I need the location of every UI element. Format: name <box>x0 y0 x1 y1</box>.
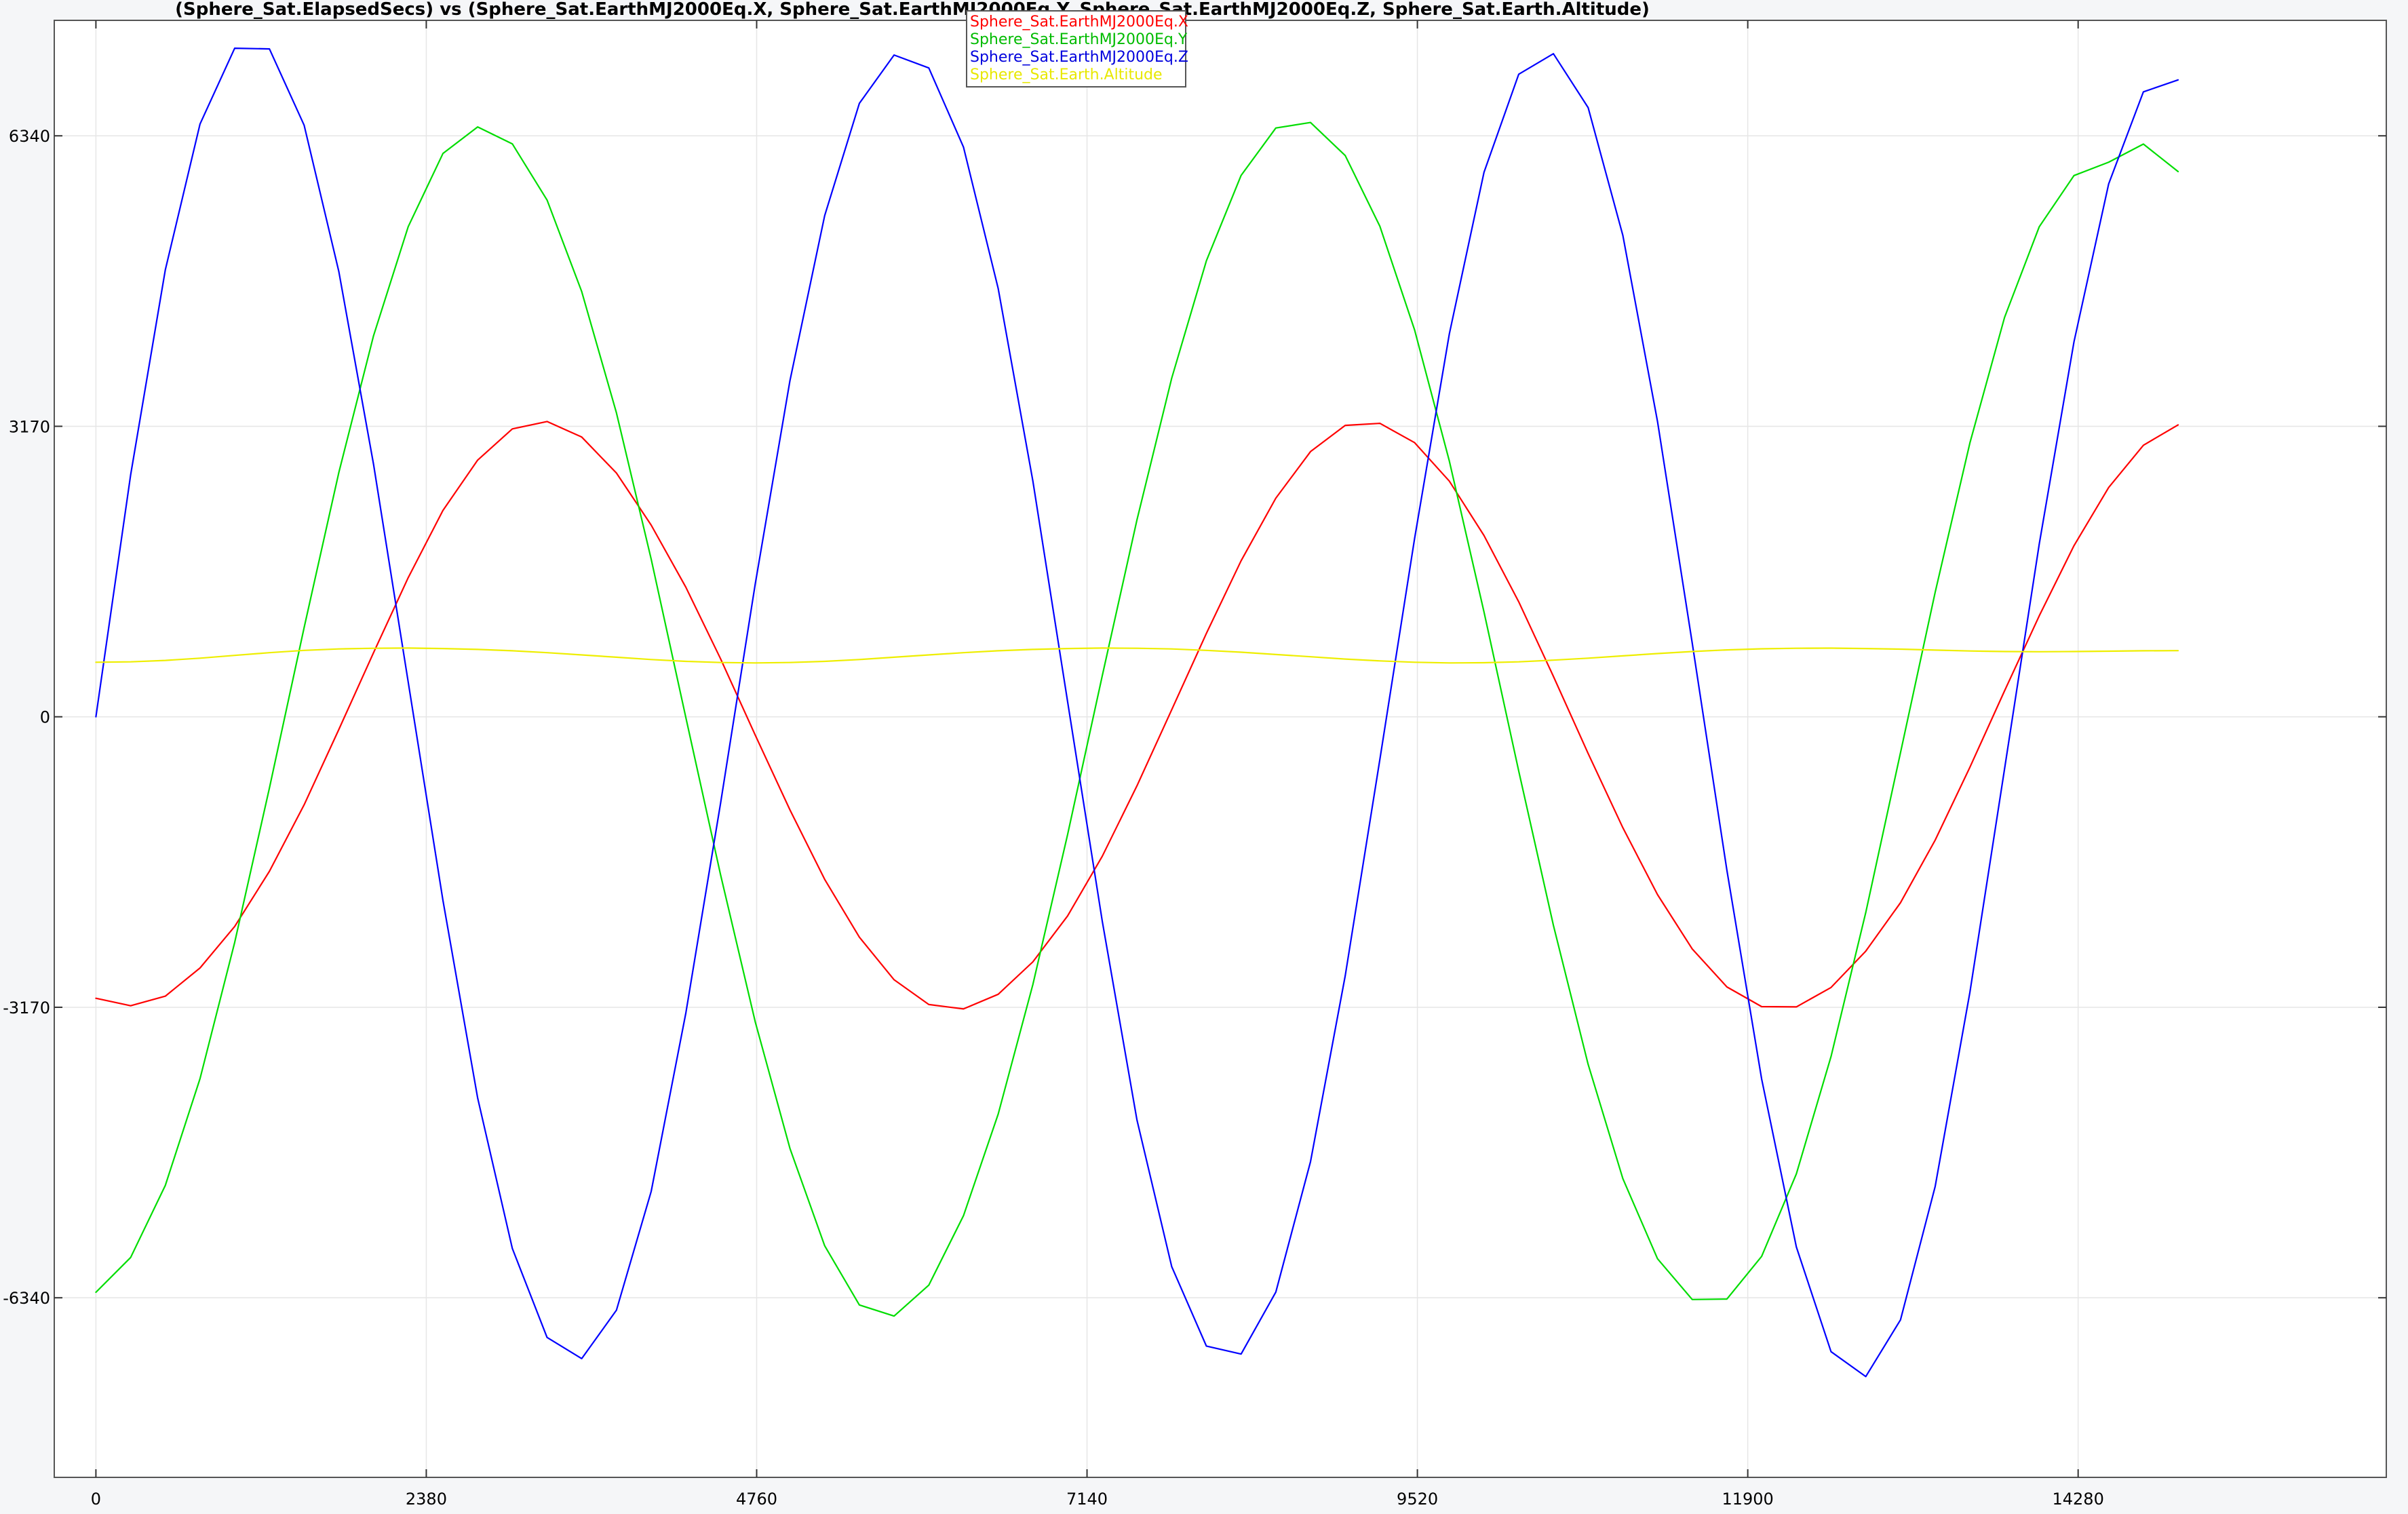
plot-area <box>54 20 2387 1478</box>
legend-entry-y: Sphere_Sat.EarthMJ2000Eq.Y <box>970 31 1188 48</box>
x-tick-label: 14280 <box>2053 1490 2104 1509</box>
x-tick-label: 11900 <box>1722 1490 1773 1509</box>
y-tick-label: 6340 <box>9 127 50 146</box>
series-line-z <box>95 47 2179 1378</box>
grid <box>54 20 2386 1477</box>
y-tick-label: -3170 <box>3 998 50 1017</box>
legend-entry-z: Sphere_Sat.EarthMJ2000Eq.Z <box>970 49 1188 66</box>
series-line-altitude <box>95 647 2179 664</box>
axis-ticks: 0 2380 4760 7140 9520 11900 14280 6340 3170 0 -317… <box>3 20 2386 1509</box>
x-tick-label: 4760 <box>736 1490 777 1509</box>
y-tick-label: 3170 <box>9 417 50 436</box>
y-tick-label: 0 <box>40 708 50 727</box>
series-line-y <box>95 121 2179 1317</box>
x-tick-label: 0 <box>91 1490 101 1509</box>
legend-entry-x: Sphere_Sat.EarthMJ2000Eq.X <box>970 14 1188 31</box>
legend-entry-altitude: Sphere_Sat.Earth.Altitude <box>970 66 1163 83</box>
legend-box <box>966 10 1186 88</box>
x-tick-label: 2380 <box>406 1490 447 1509</box>
series-line-x <box>95 421 2179 1010</box>
chart-title: (Sphere_Sat.ElapsedSecs) vs (Sphere_Sat.… <box>175 0 1650 20</box>
series-lines <box>95 47 2179 1378</box>
legend: Sphere_Sat.EarthMJ2000Eq.X Sphere_Sat.Ea… <box>966 10 1188 88</box>
y-tick-label: -6340 <box>3 1289 50 1308</box>
x-tick-label: 7140 <box>1066 1490 1108 1509</box>
x-tick-label: 9520 <box>1397 1490 1438 1509</box>
